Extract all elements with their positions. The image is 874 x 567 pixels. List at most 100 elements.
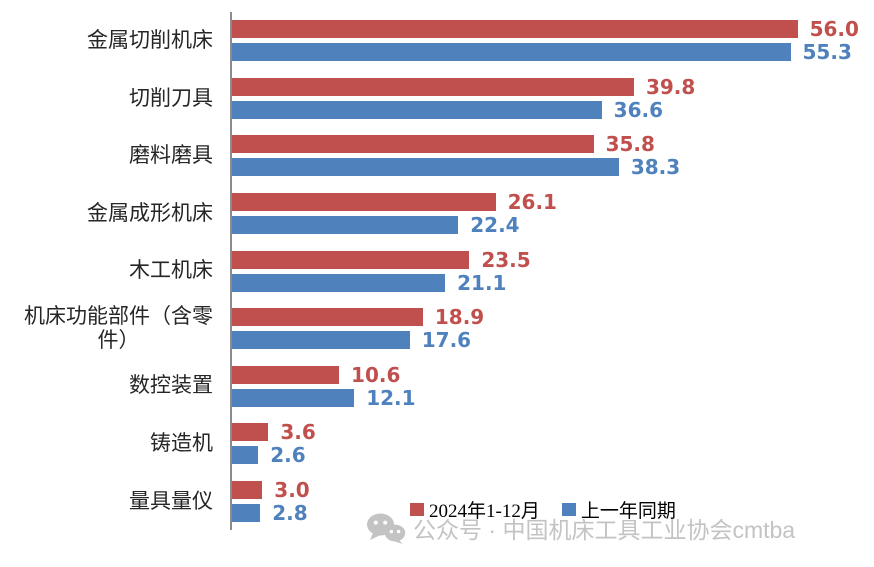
previous-period-bar-line: 2.6 <box>232 443 838 468</box>
legend-marker-current-period <box>410 503 424 516</box>
current-period-bar-line: 18.9 <box>232 305 838 330</box>
chart-row: 金属切削机床 56.0 55.3 <box>0 12 859 70</box>
bars-cell: 26.1 22.4 <box>232 185 838 243</box>
chart-row: 量具量仪 3.0 2.8 <box>0 473 838 531</box>
current-period-bar-line: 26.1 <box>232 189 838 214</box>
current-period-bar-line: 3.0 <box>232 477 838 502</box>
previous-period-bar <box>232 388 355 407</box>
chart-rows: 金属切削机床 56.0 55.3 切削刀具 39.8 <box>0 12 859 531</box>
category-label: 磨料磨具 <box>129 143 213 168</box>
previous-period-value-label: 12.1 <box>366 385 416 410</box>
previous-period-bar-line: 2.8 <box>232 500 838 525</box>
category-label-cell: 木工机床 <box>0 242 232 300</box>
category-label: 切削刀具 <box>129 85 213 110</box>
category-label-cell: 切削刀具 <box>0 70 232 128</box>
chart-row: 铸造机 3.6 2.6 <box>0 415 838 473</box>
current-period-bar <box>232 20 798 39</box>
bars-cell: 3.0 2.8 <box>232 473 838 531</box>
category-label: 机床功能部件（含零 件） <box>24 304 213 352</box>
chart-row: 金属成形机床 26.1 22.4 <box>0 185 838 243</box>
current-period-value-label: 35.8 <box>605 132 655 157</box>
current-period-bar-line: 3.6 <box>232 422 838 442</box>
category-axis-line <box>230 12 232 530</box>
previous-period-value-label: 21.1 <box>457 270 507 295</box>
legend-label-current-period: 2024年1-12月 <box>429 501 540 522</box>
previous-period-bar-line: 22.4 <box>232 212 838 237</box>
category-label: 铸造机 <box>150 430 213 455</box>
category-label-cell: 量具量仪 <box>0 473 232 531</box>
previous-period-bar <box>232 215 459 234</box>
previous-period-value-label: 22.4 <box>470 212 520 237</box>
category-label-cell: 铸造机 <box>0 415 232 473</box>
current-period-value-label: 10.6 <box>351 362 401 387</box>
bars-cell: 18.9 17.6 <box>232 300 838 358</box>
category-label: 木工机床 <box>129 258 213 283</box>
current-period-bar <box>232 77 634 96</box>
current-period-value-label: 18.9 <box>434 305 485 330</box>
bars-cell: 56.0 55.3 <box>232 12 859 70</box>
watermark-text: 公众号 · 中国机床工具工业协会cmtba <box>413 517 796 543</box>
previous-period-bar <box>232 100 602 119</box>
current-period-bar <box>232 423 269 442</box>
current-period-value-label: 3.0 <box>274 477 310 502</box>
current-period-bar-line: 39.8 <box>232 74 838 99</box>
current-period-bar <box>232 192 496 211</box>
category-label-cell: 金属切削机床 <box>0 12 232 70</box>
previous-period-bar-line: 55.3 <box>232 42 852 62</box>
category-label-cell: 磨料磨具 <box>0 127 232 185</box>
category-label-cell: 金属成形机床 <box>0 185 232 243</box>
previous-period-bar <box>232 273 446 292</box>
previous-period-bar <box>232 331 410 350</box>
current-period-bar-line: 35.8 <box>232 132 838 157</box>
current-period-bar <box>232 135 594 154</box>
category-label: 量具量仪 <box>129 488 213 513</box>
chart-row: 数控装置 10.6 12.1 <box>0 357 838 415</box>
current-period-bar <box>232 365 340 384</box>
previous-period-value-label: 55.3 <box>802 40 852 65</box>
current-period-value-label: 26.1 <box>507 189 557 214</box>
previous-period-value-label: 2.6 <box>270 443 306 468</box>
legend: 2024年1-12月 上一年同期 <box>410 496 676 523</box>
previous-period-bar-line: 21.1 <box>232 270 838 295</box>
chart-row: 切削刀具 39.8 36.6 <box>0 70 838 128</box>
chart-row: 机床功能部件（含零 件） 18.9 17.6 <box>0 300 838 358</box>
current-period-value-label: 39.8 <box>645 74 696 99</box>
bars-cell: 35.8 38.3 <box>232 127 838 185</box>
previous-period-value-label: 38.3 <box>630 155 681 180</box>
category-label: 数控装置 <box>129 373 213 398</box>
legend-label-previous-period: 上一年同期 <box>580 501 676 522</box>
category-label: 金属切削机床 <box>87 28 213 53</box>
previous-period-bar <box>232 503 261 522</box>
legend-marker-previous-period <box>561 503 576 516</box>
bars-cell: 23.5 21.1 <box>232 242 838 300</box>
wechat-icon <box>366 512 406 545</box>
bars-cell: 39.8 36.6 <box>232 70 838 128</box>
chart-row: 木工机床 23.5 21.1 <box>0 242 838 300</box>
legend-item-current-period: 2024年1-12月 <box>410 496 540 523</box>
previous-period-bar <box>232 158 619 177</box>
legend-item-previous-period: 上一年同期 <box>561 496 676 523</box>
watermark: 公众号 · 中国机床工具工业协会cmtba <box>366 511 795 545</box>
chart-row: 磨料磨具 35.8 38.3 <box>0 127 838 185</box>
previous-period-bar-line: 17.6 <box>232 328 838 353</box>
previous-period-value-label: 2.8 <box>272 500 308 525</box>
current-period-bar <box>232 308 423 327</box>
previous-period-bar-line: 38.3 <box>232 155 838 180</box>
current-period-value-label: 56.0 <box>809 17 859 42</box>
previous-period-value-label: 36.6 <box>613 97 664 122</box>
category-label-cell: 数控装置 <box>0 357 232 415</box>
current-period-value-label: 23.5 <box>481 247 531 272</box>
bars-cell: 3.6 2.6 <box>232 415 838 473</box>
previous-period-value-label: 17.6 <box>421 328 472 353</box>
previous-period-bar <box>232 446 259 465</box>
current-period-bar-line: 23.5 <box>232 247 838 272</box>
previous-period-bar-line: 36.6 <box>232 97 838 122</box>
current-period-bar-line: 56.0 <box>232 19 859 39</box>
category-label: 金属成形机床 <box>87 200 213 225</box>
previous-period-bar <box>232 43 791 62</box>
current-period-bar <box>232 250 470 269</box>
previous-period-bar-line: 12.1 <box>232 385 838 410</box>
bars-cell: 10.6 12.1 <box>232 357 838 415</box>
current-period-bar <box>232 480 263 499</box>
